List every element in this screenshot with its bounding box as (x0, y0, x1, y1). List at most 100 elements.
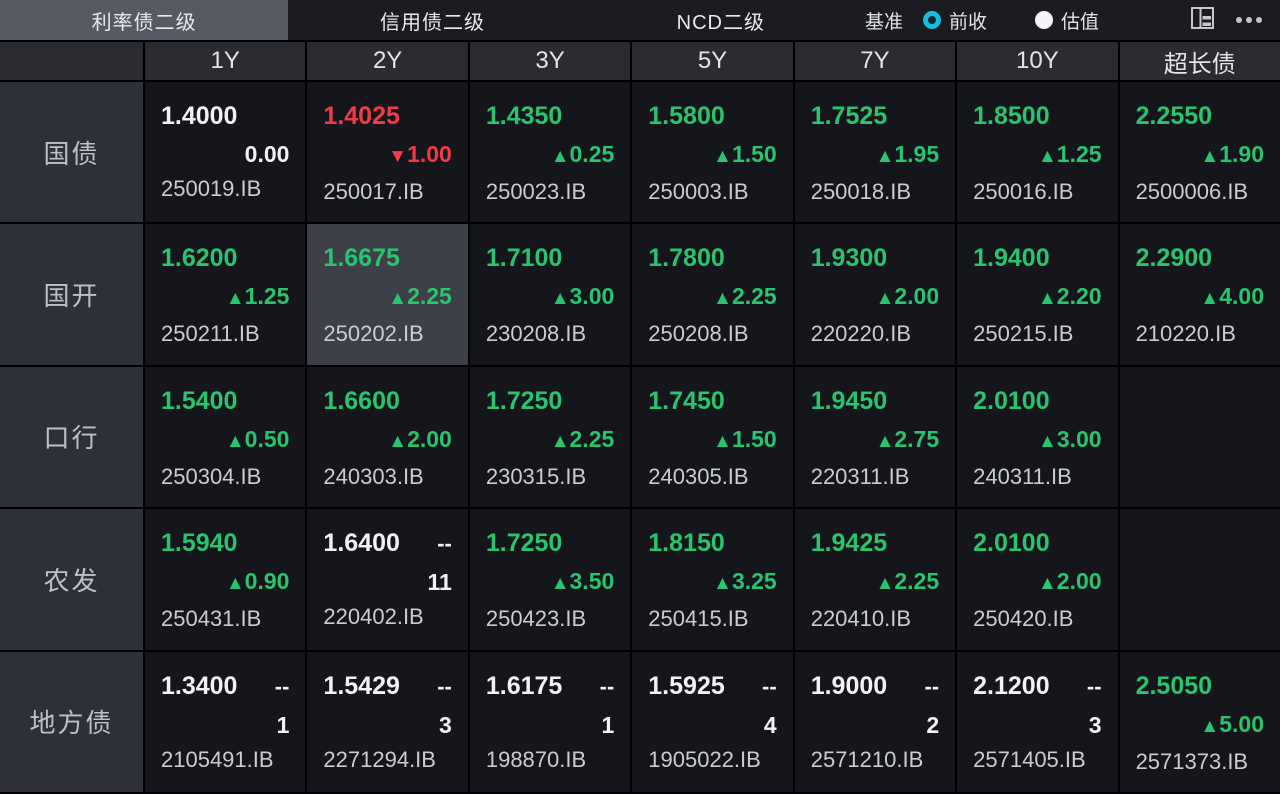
rate-value-line: 1.9450 (811, 387, 939, 415)
rate-cell[interactable]: 1.6600 ▲2.00 240303.IB (307, 366, 468, 508)
tab-rates-secondary[interactable]: 利率债二级 (0, 0, 289, 40)
change-value: 0.00 (244, 141, 290, 167)
rate-value-line: 1.8150 (648, 529, 776, 557)
rate-cell[interactable]: 1.3400 -- 1 2105491.IB (145, 651, 306, 792)
bond-code: 230208.IB (485, 321, 587, 347)
bond-code: 2500006.IB (1135, 179, 1249, 204)
rate-value-line: 1.4000 (161, 102, 289, 130)
tab-ncd-secondary[interactable]: NCD二级 (676, 11, 765, 34)
rate-value-line: 2.0100 (973, 387, 1101, 415)
bond-code: 250017.IB (323, 179, 424, 204)
radio-selected-icon[interactable] (923, 11, 942, 29)
rate-value: 2.2550 (1135, 102, 1213, 130)
rate-cell[interactable]: 1.6200 ▲1.25 250211.IB (145, 224, 306, 365)
rate-cell[interactable]: 1.7250 ▲3.50 250423.IB (469, 509, 631, 650)
rate-cell[interactable]: 1.9425 ▲2.25 220410.IB (794, 509, 956, 650)
rate-cell[interactable]: 1.6175 -- 1 198870.IB (469, 651, 631, 792)
change-value: ▲1.95 (875, 141, 940, 167)
column-header: 10Y (957, 42, 1118, 80)
rate-cell[interactable]: 1.5429 -- 3 2271294.IB (307, 651, 468, 792)
change-value: ▲2.20 (1037, 283, 1102, 310)
rate-value-line: 1.7525 (811, 102, 939, 130)
up-arrow-icon: ▲ (1037, 146, 1057, 167)
rate-cell[interactable]: 1.7800 ▲2.25 250208.IB (632, 224, 793, 365)
no-change-dash: -- (437, 531, 452, 557)
up-arrow-icon: ▲ (1200, 715, 1220, 737)
rate-cell[interactable]: 1.6675 ▲2.25 250202.IB (307, 224, 468, 365)
bond-code: 220220.IB (810, 321, 912, 347)
up-arrow-icon: ▲ (875, 146, 895, 167)
rate-value-line: 1.9300 (811, 244, 939, 272)
rate-cell[interactable]: 1.4350 ▲0.25 250023.IB (469, 82, 631, 223)
change-value: ▲4.00 (1200, 283, 1264, 310)
rate-value: 1.8500 (973, 102, 1050, 130)
tab-credit-secondary[interactable]: 信用债二级 (379, 11, 485, 34)
up-arrow-icon: ▲ (875, 430, 895, 452)
rate-cell[interactable]: 1.8500 ▲1.25 250016.IB (957, 82, 1118, 223)
rate-value: 2.5050 (1135, 671, 1213, 700)
rate-cell[interactable]: 2.5050 ▲5.00 2571373.IB (1119, 651, 1280, 792)
radio-unselected-icon[interactable] (1035, 11, 1054, 29)
rate-cell[interactable] (1119, 509, 1280, 650)
rate-value: 1.7800 (648, 244, 725, 273)
bond-code: 230315.IB (485, 463, 587, 489)
more-icon[interactable] (1236, 17, 1262, 23)
bond-code: 198870.IB (485, 746, 587, 772)
rate-cell[interactable] (1119, 366, 1280, 508)
rate-cell[interactable]: 1.9000 -- 2 2571210.IB (794, 651, 956, 792)
up-arrow-icon: ▲ (875, 288, 895, 310)
rate-cell[interactable]: 1.5925 -- 4 1905022.IB (632, 651, 793, 792)
rate-cell[interactable]: 1.9450 ▲2.75 220311.IB (794, 366, 956, 508)
rate-value-line: 1.6200 (161, 244, 289, 272)
rate-value-line: 2.2900 (1136, 244, 1264, 272)
layout-icon[interactable] (1190, 5, 1216, 36)
change-value: ▲1.25 (225, 283, 290, 310)
rate-cell[interactable]: 2.2550 ▲1.90 2500006.IB (1119, 82, 1280, 223)
rate-value-line: 1.4350 (486, 102, 614, 130)
no-change-dash: -- (1086, 673, 1102, 699)
rate-cell[interactable]: 1.7100 ▲3.00 230208.IB (469, 224, 631, 365)
rate-cell[interactable]: 1.7525 ▲1.95 250018.IB (794, 82, 956, 223)
rate-cell[interactable]: 2.2900 ▲4.00 210220.IB (1119, 224, 1280, 365)
rate-cell[interactable]: 1.9400 ▲2.20 250215.IB (957, 224, 1118, 365)
rate-value: 2.0100 (973, 386, 1050, 415)
bond-code: 240303.IB (323, 463, 424, 489)
rate-cell[interactable]: 1.8150 ▲3.25 250415.IB (632, 509, 793, 650)
rate-value: 1.9400 (973, 244, 1050, 273)
change-value: ▲2.00 (1037, 568, 1102, 595)
rate-cell[interactable]: 1.7250 ▲2.25 230315.IB (469, 366, 631, 508)
column-header: 超长债 (1119, 42, 1280, 80)
rate-cell[interactable]: 1.5800 ▲1.50 250003.IB (632, 82, 793, 223)
rate-cell[interactable]: 1.5400 ▲0.50 250304.IB (145, 366, 306, 508)
up-arrow-icon: ▲ (1037, 288, 1057, 310)
rate-cell[interactable]: 1.4025 ▼1.00 250017.IB (307, 82, 468, 223)
rate-value-line: 1.7250 (486, 387, 614, 415)
change-value: ▼1.00 (388, 141, 452, 167)
bond-code: 2571405.IB (973, 746, 1086, 772)
radio-option-prev-close[interactable]: 前收 (923, 7, 987, 34)
rate-value-line: 1.7100 (486, 244, 614, 272)
benchmark-switch: 基准 前收 估值 (865, 0, 1133, 40)
rate-cell[interactable]: 2.0100 ▲2.00 250420.IB (957, 509, 1118, 650)
change-value: ▲0.90 (225, 568, 290, 595)
change-value: 1 (276, 711, 290, 738)
change-value: ▲3.50 (550, 568, 615, 595)
radio-label: 估值 (1061, 11, 1100, 33)
bond-code: 250211.IB (161, 321, 260, 347)
rate-cell[interactable]: 2.0100 ▲3.00 240311.IB (957, 366, 1118, 508)
rate-value-line: 1.8500 (973, 102, 1101, 130)
radio-option-valuation[interactable]: 估值 (1035, 7, 1099, 34)
up-arrow-icon: ▲ (550, 573, 570, 595)
rate-cell[interactable]: 1.6400 -- 11 220402.IB (307, 509, 468, 650)
rate-cell[interactable]: 1.4000 0.00 250019.IB (145, 82, 306, 223)
rate-value: 1.4350 (485, 102, 563, 130)
rate-cell[interactable]: 2.1200 -- 3 2571405.IB (957, 651, 1118, 792)
column-header: 5Y (632, 42, 793, 80)
row-label: 国债 (0, 82, 143, 223)
column-header: 7Y (794, 42, 956, 80)
rate-cell[interactable]: 1.9300 ▲2.00 220220.IB (794, 224, 956, 365)
rate-value-line: 1.7450 (648, 387, 776, 415)
rate-cell[interactable]: 1.7450 ▲1.50 240305.IB (632, 366, 793, 508)
rate-value: 1.3400 (161, 671, 238, 700)
rate-cell[interactable]: 1.5940 ▲0.90 250431.IB (145, 509, 306, 650)
